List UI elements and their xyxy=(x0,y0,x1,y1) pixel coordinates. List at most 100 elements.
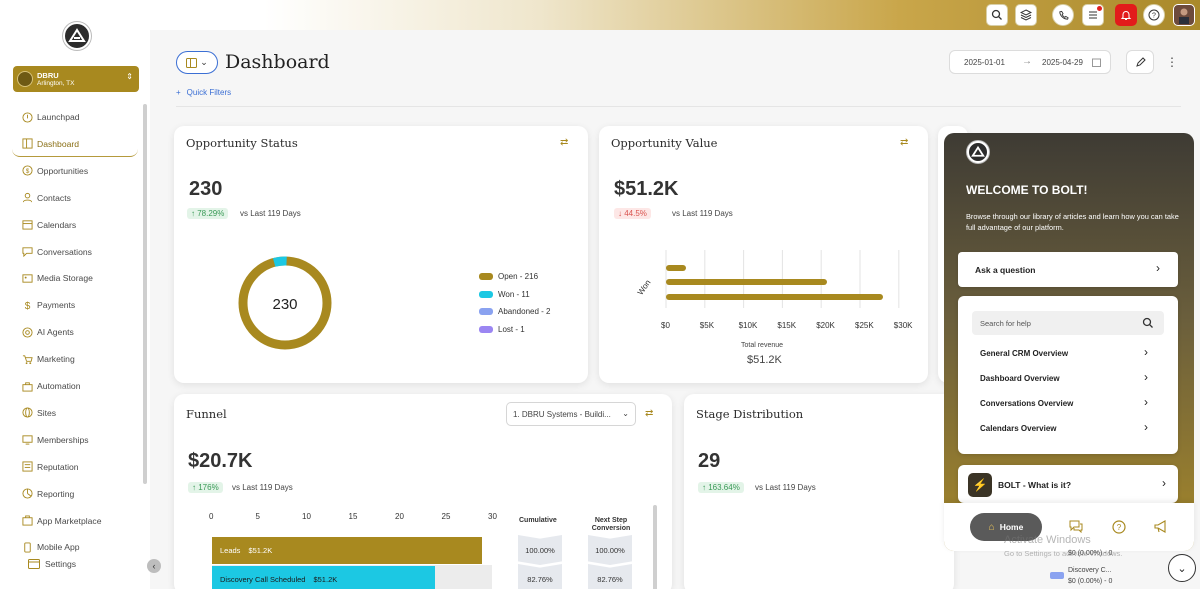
sidebar-item-memberships[interactable]: Memberships xyxy=(22,431,89,449)
help-article-link[interactable]: Dashboard Overview xyxy=(980,374,1060,383)
edit-dashboard-button[interactable] xyxy=(1126,50,1154,74)
top-bar: ? xyxy=(0,0,1200,30)
collapse-sidebar-icon[interactable]: ‹ xyxy=(147,559,161,573)
phone-icon[interactable] xyxy=(1052,4,1074,26)
help-article-link[interactable]: General CRM Overview xyxy=(980,349,1069,358)
sidebar-item-ai-agents[interactable]: AI Agents xyxy=(22,323,74,341)
layers-icon[interactable] xyxy=(1015,4,1037,26)
plus-icon: + xyxy=(176,88,181,97)
legend-swatch xyxy=(479,325,493,333)
account-switcher[interactable]: DBRU Arlington, TX ⇕ xyxy=(13,66,139,92)
dashboard-switcher-button[interactable]: ⌄ xyxy=(176,51,218,74)
sidebar-item-marketing[interactable]: Marketing xyxy=(22,350,75,368)
x-tick-label: $25K xyxy=(855,321,874,330)
globe-icon xyxy=(22,407,33,418)
opportunity-status-change: ↑ 78.29% xyxy=(187,208,229,219)
legend-item[interactable]: Lost - 1 xyxy=(479,325,525,334)
dollar-icon: $ xyxy=(22,165,33,176)
sidebar-item-media-storage[interactable]: Media Storage xyxy=(22,269,93,287)
chevron-down-icon: ⌄ xyxy=(200,57,208,67)
sidebar-item-mobile-app[interactable]: Mobile App xyxy=(22,538,80,556)
calendar-icon xyxy=(22,220,33,230)
cumulative-cell: 82.76% xyxy=(518,564,562,589)
help-toggle-chevron-down-icon[interactable]: ⌄ xyxy=(1168,554,1196,582)
swap-icon[interactable]: ⇄ xyxy=(900,137,909,148)
marketplace-icon xyxy=(22,515,33,526)
funnel-stage-label: Discovery Call Scheduled xyxy=(220,575,306,584)
help-circle-icon[interactable]: ? xyxy=(1112,520,1126,534)
funnel-bar[interactable]: Leads $51.2K xyxy=(212,537,482,564)
sidebar-item-dashboard[interactable]: Dashboard xyxy=(22,135,79,153)
total-revenue-value: $51.2K xyxy=(747,354,782,366)
svg-text:$: $ xyxy=(26,168,30,175)
sidebar-item-sites[interactable]: Sites xyxy=(22,404,56,422)
swap-icon[interactable]: ⇄ xyxy=(645,408,654,419)
sidebar-scrollbar[interactable] xyxy=(143,104,147,484)
next-step-cell: 100.00% xyxy=(588,535,632,565)
help-icon[interactable]: ? xyxy=(1143,4,1165,26)
legend-swatch xyxy=(479,273,493,280)
sidebar-item-reporting[interactable]: Reporting xyxy=(22,485,74,503)
chevron-right-icon: › xyxy=(1156,261,1160,275)
search-icon[interactable] xyxy=(986,4,1008,26)
quick-filters-label: Quick Filters xyxy=(186,88,232,97)
help-search-input[interactable]: Search for help xyxy=(972,311,1164,335)
page-title: Dashboard xyxy=(225,51,330,73)
ask-question-label: Ask a question xyxy=(975,265,1036,275)
chat-bubbles-icon[interactable] xyxy=(1069,520,1083,533)
funnel-scrollbar[interactable] xyxy=(653,505,657,589)
help-article-link[interactable]: Conversations Overview xyxy=(980,399,1074,408)
sidebar-item-label: Memberships xyxy=(37,434,89,445)
sidebar-item-contacts[interactable]: Contacts xyxy=(22,189,71,207)
legend-item[interactable]: Abandoned - 2 xyxy=(479,307,551,316)
pipeline-select[interactable]: 1. DBRU Systems - Buildi... ⌄ xyxy=(506,402,636,426)
next-step-header: Next Step Conversion xyxy=(591,517,631,532)
ask-question-button[interactable]: Ask a question › xyxy=(958,252,1178,287)
sidebar-item-calendars[interactable]: Calendars xyxy=(22,216,76,234)
list-icon[interactable] xyxy=(1082,4,1104,26)
sidebar-item-opportunities[interactable]: $ Opportunities xyxy=(22,162,88,180)
opportunity-value-title: Opportunity Value xyxy=(611,136,718,150)
swap-icon[interactable]: ⇄ xyxy=(560,137,569,148)
help-article-link[interactable]: Calendars Overview xyxy=(980,424,1057,433)
help-search-placeholder: Search for help xyxy=(980,319,1031,328)
sidebar-item-label: Calendars xyxy=(37,219,77,230)
bolt-logo[interactable] xyxy=(63,22,91,50)
bolt-about-button[interactable]: ⚡ BOLT - What is it? › xyxy=(958,465,1178,503)
date-range-picker[interactable]: 2025-01-01 → 2025-04-29 xyxy=(949,50,1111,74)
megaphone-icon[interactable] xyxy=(1154,520,1168,533)
funnel-bar[interactable]: Discovery Call Scheduled $51.2K xyxy=(212,566,435,589)
search-icon xyxy=(1142,317,1153,328)
funnel-stage-amount: $51.2K xyxy=(313,575,338,584)
bolt-about-label: BOLT - What is it? xyxy=(998,480,1072,490)
legend-label: Open - 216 xyxy=(498,272,539,281)
donut-segment-won xyxy=(238,256,332,350)
sidebar-item-reputation[interactable]: Reputation xyxy=(22,458,79,476)
sidebar-item-automation[interactable]: Automation xyxy=(22,377,80,395)
legend-label: Lost - 1 xyxy=(498,324,525,334)
more-options-icon[interactable]: ⋮ xyxy=(1166,55,1178,69)
home-tab[interactable]: ⌂ Home xyxy=(970,513,1042,541)
sidebar-item-settings[interactable]: Settings xyxy=(28,559,76,569)
sidebar-item-label: Payments xyxy=(37,300,76,311)
legend-item[interactable]: Open - 216 xyxy=(479,272,538,281)
donut-center-value: 230 xyxy=(272,296,297,313)
sidebar-item-label: Media Storage xyxy=(37,273,93,284)
arrow-right-icon: → xyxy=(1022,56,1032,67)
funnel-tick-label: 10 xyxy=(302,512,311,521)
stage-distribution-value: 29 xyxy=(698,450,721,472)
sidebar-item-payments[interactable]: $ Payments xyxy=(22,296,76,314)
dashboard-icon xyxy=(22,138,33,149)
legend-item[interactable]: Won - 11 xyxy=(479,290,530,299)
user-avatar[interactable] xyxy=(1173,4,1195,26)
bell-icon[interactable] xyxy=(1115,4,1137,26)
quick-filters-button[interactable]: + Quick Filters xyxy=(176,88,231,97)
sidebar-item-app-marketplace[interactable]: App Marketplace xyxy=(22,512,102,530)
sidebar-item-label: Launchpad xyxy=(37,112,80,122)
sidebar-item-launchpad[interactable]: Launchpad xyxy=(22,108,80,126)
ai-icon xyxy=(22,327,33,338)
svg-text:?: ? xyxy=(1152,13,1156,20)
sidebar-item-conversations[interactable]: Conversations xyxy=(22,243,92,261)
stage-legend-label: Discovery C... xyxy=(1068,567,1112,574)
sidebar-item-label: Reputation xyxy=(37,461,79,472)
